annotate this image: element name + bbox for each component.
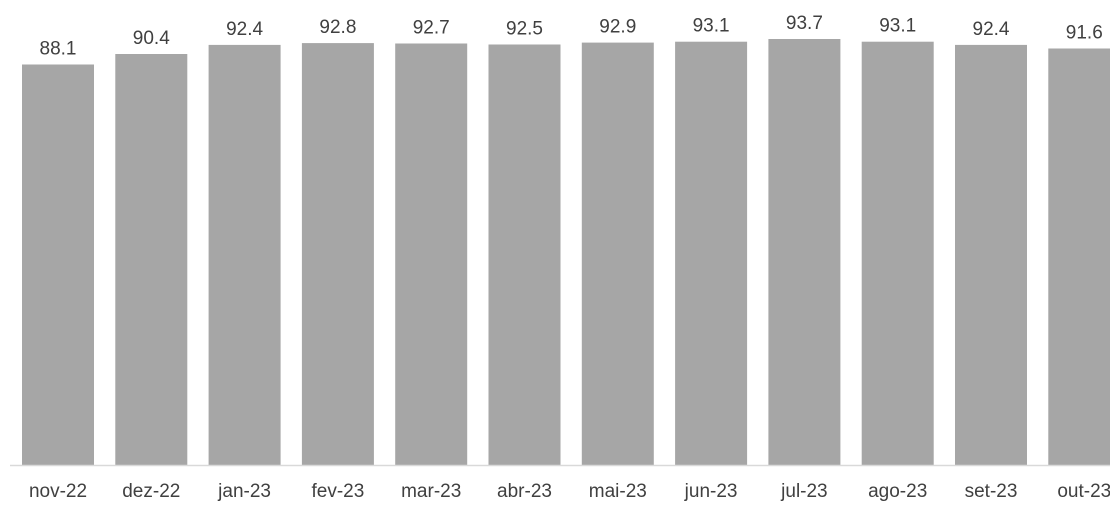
category-label-fev-23: fev-23 [311,481,364,502]
bar-out-23 [1048,48,1110,465]
value-label-nov-22: 88.1 [40,39,77,60]
value-label-fev-23: 92.8 [319,17,356,38]
bar-fev-23 [301,43,374,465]
value-label-jun-23: 93.1 [693,16,730,37]
category-label-jul-23: jul-23 [780,481,827,502]
value-label-jan-23: 92.4 [226,19,263,40]
category-label-set-23: set-23 [965,481,1018,502]
category-label-jan-23: jan-23 [217,481,271,502]
value-label-set-23: 92.4 [973,19,1010,40]
category-labels-layer: nov-22 dez-22 jan-23 fev-23 mar-23 abr-23 mai-… [29,481,1110,502]
bar-ago-23 [861,41,934,465]
value-labels-layer: 88.1 90.4 92.4 92.8 92.7 92.5 92.9 93.1 93.7 93.1… [40,13,1103,60]
category-label-nov-22: nov-22 [29,481,87,502]
value-label-dez-22: 90.4 [133,28,170,49]
category-label-out-23: out-23 [1057,481,1110,502]
bar-set-23 [955,44,1027,466]
category-label-abr-23: abr-23 [497,481,552,502]
bars-layer [22,39,1110,466]
bar-abr-23 [488,44,561,465]
bar-nov-22 [22,64,94,465]
category-label-mai-23: mai-23 [589,481,647,502]
category-label-dez-22: dez-22 [122,481,180,502]
category-label-jun-23: jun-23 [684,481,738,502]
bar-jul-23 [768,39,841,465]
category-label-mar-23: mar-23 [401,481,461,502]
value-label-ago-23: 93.1 [879,16,916,37]
value-label-mai-23: 92.9 [599,17,636,38]
value-label-out-23: 91.6 [1066,23,1103,44]
bar-dez-22 [115,54,188,465]
bar-mar-23 [395,43,468,465]
bar-jun-23 [675,41,748,465]
value-label-jul-23: 93.7 [786,13,823,34]
value-label-abr-23: 92.5 [506,19,543,40]
category-label-ago-23: ago-23 [868,481,927,502]
bar-mai-23 [581,42,654,465]
bar-jan-23 [208,44,281,466]
value-label-mar-23: 92.7 [413,18,450,39]
